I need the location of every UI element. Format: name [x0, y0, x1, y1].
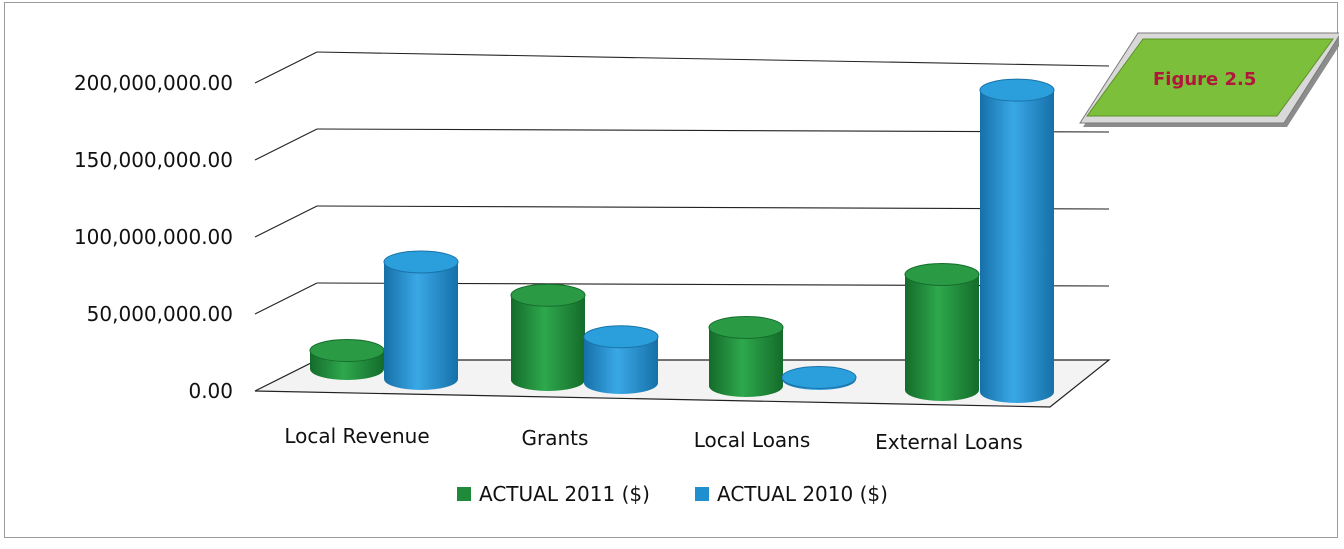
bar-body	[511, 295, 585, 391]
legend-label-2011: ACTUAL 2011 ($)	[479, 482, 650, 506]
bar-top	[383, 250, 459, 274]
bar-top	[309, 339, 385, 363]
y-tick-label: 100,000,000.00	[74, 225, 233, 249]
chart-svg: 0.00 50,000,000.00 100,000,000.00 150,000,0…	[74, 32, 1339, 506]
bar-2011-local-revenue	[309, 339, 385, 380]
bar-2010-grants	[583, 325, 659, 394]
figure-badge: Figure 2.5	[1079, 32, 1339, 127]
bar-top	[904, 263, 980, 286]
x-tick-label: Grants	[522, 426, 589, 450]
gridline	[316, 128, 1110, 133]
bar-2011-grants	[510, 283, 586, 391]
gridline	[316, 205, 1110, 210]
bar-top	[781, 365, 857, 389]
bar-2010-local-loans	[781, 365, 857, 390]
chart-floor	[254, 359, 1111, 408]
x-tick-label: External Loans	[875, 430, 1023, 454]
bar-body	[980, 90, 1054, 403]
bar-top	[510, 283, 586, 307]
y-tick-label: 50,000,000.00	[87, 302, 233, 326]
gridline-diagonal	[254, 282, 318, 315]
bar-body	[584, 336, 658, 394]
x-tick-label: Local Revenue	[284, 424, 429, 448]
legend-swatch-2011	[457, 487, 471, 501]
legend: ACTUAL 2011 ($) ACTUAL 2010 ($)	[457, 482, 888, 506]
y-axis-ticks: 0.00 50,000,000.00 100,000,000.00 150,000,0…	[74, 71, 233, 403]
bar-2010-external-loans	[979, 78, 1055, 403]
y-tick-label: 0.00	[188, 379, 233, 403]
figure-badge-label: Figure 2.5	[1153, 69, 1256, 90]
y-tick-label: 200,000,000.00	[74, 71, 233, 95]
bars	[309, 78, 1055, 403]
bar-2011-external-loans	[904, 263, 980, 401]
bar-2011-local-loans	[708, 315, 784, 397]
chart-frame: 0.00 50,000,000.00 100,000,000.00 150,000,0…	[4, 2, 1339, 538]
gridline-diagonal	[254, 128, 318, 161]
gridline-diagonal	[254, 51, 318, 84]
bar-body	[384, 261, 458, 390]
bar-top	[583, 325, 659, 349]
y-tick-label: 150,000,000.00	[74, 148, 233, 172]
legend-swatch-2010	[695, 487, 709, 501]
bar-top	[979, 78, 1055, 102]
x-tick-label: Local Loans	[694, 428, 811, 452]
x-axis-labels: Local Revenue Grants Local Loans External L…	[284, 424, 1023, 454]
figure-badge-face	[1086, 38, 1334, 117]
bar-top	[708, 315, 784, 339]
bar-body	[905, 274, 979, 401]
gridline-diagonal	[254, 205, 318, 238]
bar-body	[709, 327, 783, 397]
gridline	[316, 51, 1110, 67]
legend-label-2010: ACTUAL 2010 ($)	[717, 482, 888, 506]
bar-2010-local-revenue	[383, 250, 459, 390]
